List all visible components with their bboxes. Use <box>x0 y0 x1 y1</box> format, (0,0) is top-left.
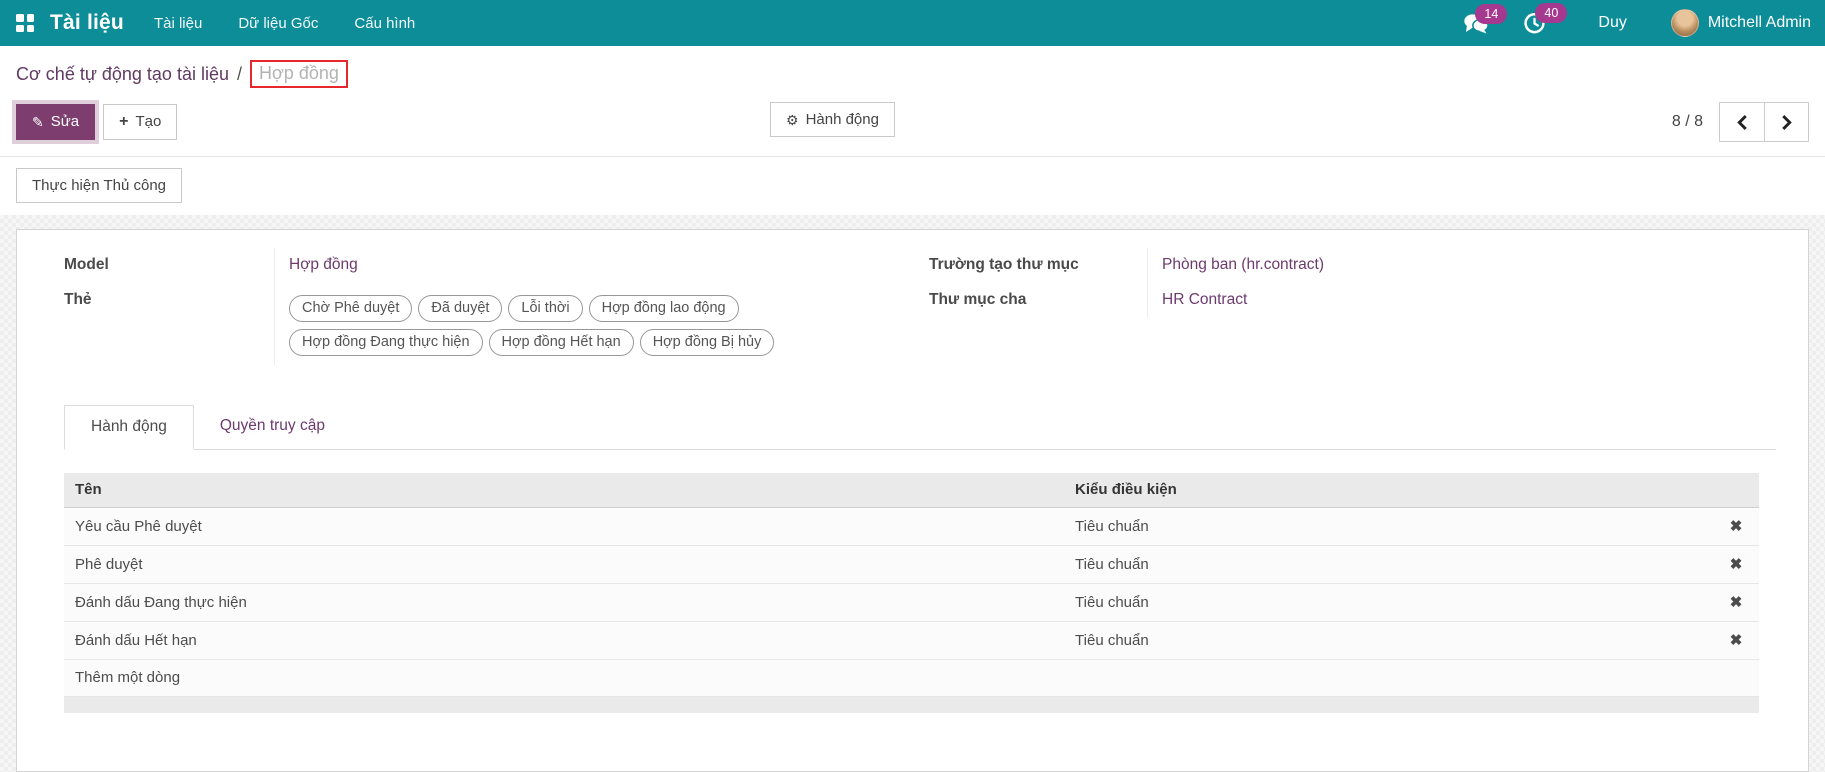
pencil-icon: ✎ <box>32 114 44 130</box>
control-panel: Cơ chế tự động tạo tài liệu / Hợp đồng ✎… <box>0 46 1825 156</box>
cell-condition[interactable]: Tiêu chuẩn <box>1064 583 1713 623</box>
pager-previous-button[interactable] <box>1720 103 1764 141</box>
systray: 14 40 Duy Mitchell Admin <box>1463 2 1811 37</box>
user-menu[interactable]: Mitchell Admin <box>1707 14 1811 31</box>
tag-pill[interactable]: Hợp đồng Bị hủy <box>639 329 775 357</box>
menu-cau-hinh[interactable]: Cấu hình <box>354 14 416 32</box>
column-header-delete <box>1713 473 1759 509</box>
cell-name[interactable]: Đánh dấu Hết hạn <box>64 621 1065 661</box>
tag-pill[interactable]: Hợp đồng lao động <box>588 295 739 323</box>
chevron-left-icon <box>1736 114 1747 130</box>
pager: 8 / 8 <box>1672 102 1809 142</box>
cell-name[interactable]: Phê duyệt <box>64 545 1065 585</box>
model-field-label: Model <box>64 256 109 274</box>
activities-menu[interactable]: 40 <box>1523 2 1568 35</box>
activities-count-badge: 40 <box>1535 2 1568 23</box>
cell-condition[interactable]: Tiêu chuẩn <box>1064 621 1713 661</box>
column-header-condition-type[interactable]: Kiểu điều kiện <box>1064 473 1713 509</box>
apps-grid-icon[interactable] <box>16 14 34 32</box>
form-sheet: Model Hợp đồng Thẻ Chờ Phê duyệt Đã duyệ… <box>16 229 1809 772</box>
chevron-right-icon <box>1782 114 1792 130</box>
messages-menu[interactable]: 14 <box>1463 3 1508 34</box>
top-navbar: Tài liệu Tài liệu Dữ liệu Gốc Cấu hình 1… <box>0 0 1825 46</box>
tab-access-rights[interactable]: Quyền truy cập <box>219 417 325 435</box>
model-field-value[interactable]: Hợp đồng <box>274 248 920 284</box>
table-row[interactable]: Yêu cầu Phê duyệt Tiêu chuẩn ✖ <box>64 507 1759 547</box>
cell-name[interactable]: Đánh dấu Đang thực hiện <box>64 583 1065 623</box>
control-panel-buttons: ✎ Sửa + Tạo ⚙ Hành động 8 / 8 <box>16 88 1809 156</box>
add-line-link[interactable]: Thêm một dòng <box>64 659 1759 698</box>
tag-pill[interactable]: Hợp đồng Hết hạn <box>488 329 634 357</box>
action-menu-button[interactable]: ⚙ Hành động <box>770 102 895 138</box>
statusbar: Thực hiện Thủ công <box>0 156 1825 216</box>
create-button[interactable]: + Tạo <box>103 104 178 140</box>
gear-icon: ⚙ <box>786 111 799 128</box>
folder-field-label: Trường tạo thư mục <box>929 256 1079 274</box>
tags-field-label: Thẻ <box>64 291 92 309</box>
cell-name[interactable]: Yêu cầu Phê duyệt <box>64 507 1065 547</box>
manual-run-button[interactable]: Thực hiện Thủ công <box>16 168 183 204</box>
plus-icon: + <box>119 113 129 130</box>
tag-pill[interactable]: Hợp đồng Đang thực hiện <box>289 329 483 357</box>
tag-pill[interactable]: Chờ Phê duyệt <box>289 295 413 323</box>
parent-folder-value[interactable]: HR Contract <box>1147 283 1776 319</box>
create-button-label: Tạo <box>135 113 162 131</box>
delete-row-icon[interactable]: ✖ <box>1713 583 1759 623</box>
cell-condition[interactable]: Tiêu chuẩn <box>1064 545 1713 585</box>
notebook-tabs: Hành động Quyền truy cập <box>64 405 1776 451</box>
messages-count-badge: 14 <box>1475 3 1508 24</box>
delete-row-icon[interactable]: ✖ <box>1713 545 1759 585</box>
table-row[interactable]: Đánh dấu Đang thực hiện Tiêu chuẩn ✖ <box>64 583 1759 623</box>
action-button-label: Hành động <box>805 111 879 128</box>
field-group-right: Trường tạo thư mục Phòng ban (hr.contrac… <box>920 248 1776 365</box>
table-row[interactable]: Đánh dấu Hết hạn Tiêu chuẩn ✖ <box>64 621 1759 661</box>
form-view-background: Model Hợp đồng Thẻ Chờ Phê duyệt Đã duyệ… <box>0 215 1825 772</box>
delete-row-icon[interactable]: ✖ <box>1713 507 1759 547</box>
folder-field-value[interactable]: Phòng ban (hr.contract) <box>1147 248 1776 284</box>
app-title[interactable]: Tài liệu <box>50 11 124 34</box>
field-group-left: Model Hợp đồng Thẻ Chờ Phê duyệt Đã duyệ… <box>64 248 920 366</box>
breadcrumb: Cơ chế tự động tạo tài liệu / Hợp đồng <box>16 60 1809 88</box>
table-row[interactable]: Phê duyệt Tiêu chuẩn ✖ <box>64 545 1759 585</box>
pager-counter: 8 / 8 <box>1671 113 1703 130</box>
cell-condition[interactable]: Tiêu chuẩn <box>1064 507 1713 547</box>
breadcrumb-current: Hợp đồng <box>250 60 348 88</box>
pager-next-button[interactable] <box>1764 103 1808 141</box>
breadcrumb-separator: / <box>236 63 242 84</box>
actions-tab-content: Tên Kiểu điều kiện Yêu cầu Phê duyệt Tiê… <box>64 450 1776 714</box>
column-header-name[interactable]: Tên <box>64 473 1065 509</box>
menu-tai-lieu[interactable]: Tài liệu <box>153 14 203 32</box>
table-footer-bar <box>64 697 1759 714</box>
edit-button[interactable]: ✎ Sửa <box>16 104 96 140</box>
add-line-row[interactable]: Thêm một dòng <box>64 659 1759 698</box>
avatar[interactable] <box>1670 9 1699 37</box>
menu-du-lieu-goc[interactable]: Dữ liệu Gốc <box>238 14 319 32</box>
tag-pill[interactable]: Đã duyệt <box>418 295 503 323</box>
user-shortcut[interactable]: Duy <box>1598 14 1627 31</box>
tab-actions[interactable]: Hành động <box>64 405 194 451</box>
edit-button-label: Sửa <box>50 113 80 131</box>
breadcrumb-parent-link[interactable]: Cơ chế tự động tạo tài liệu <box>16 63 229 84</box>
delete-row-icon[interactable]: ✖ <box>1713 621 1759 661</box>
tags-field-value: Chờ Phê duyệt Đã duyệt Lỗi thời Hợp đồng… <box>274 283 920 366</box>
field-group: Model Hợp đồng Thẻ Chờ Phê duyệt Đã duyệ… <box>64 248 1776 366</box>
parent-folder-label: Thư mục cha <box>929 291 1027 309</box>
tag-pill[interactable]: Lỗi thời <box>508 295 583 323</box>
actions-table: Tên Kiểu điều kiện Yêu cầu Phê duyệt Tiê… <box>64 473 1759 698</box>
